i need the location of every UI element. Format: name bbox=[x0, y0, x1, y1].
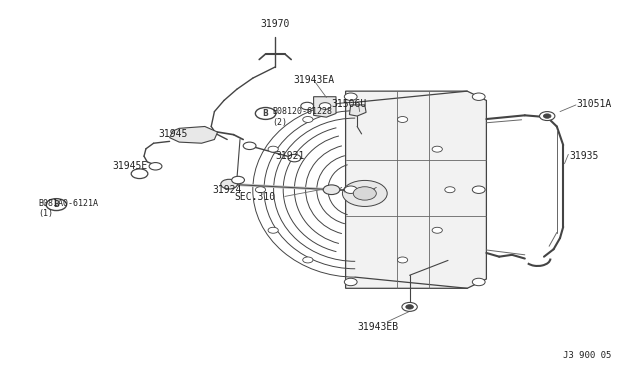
Circle shape bbox=[46, 199, 67, 211]
Polygon shape bbox=[346, 91, 486, 288]
Polygon shape bbox=[170, 126, 218, 143]
Text: 31924: 31924 bbox=[212, 185, 242, 195]
Circle shape bbox=[540, 112, 555, 121]
Text: 31945E: 31945E bbox=[112, 161, 147, 170]
Circle shape bbox=[432, 227, 442, 233]
Text: B081A0-6121A
(1): B081A0-6121A (1) bbox=[38, 199, 99, 218]
Text: B: B bbox=[263, 109, 268, 118]
Circle shape bbox=[268, 227, 278, 233]
Circle shape bbox=[243, 142, 256, 150]
Circle shape bbox=[406, 305, 413, 309]
Circle shape bbox=[288, 154, 301, 162]
Circle shape bbox=[303, 116, 313, 122]
Circle shape bbox=[323, 185, 340, 195]
Circle shape bbox=[344, 278, 357, 286]
Circle shape bbox=[543, 114, 551, 118]
Circle shape bbox=[432, 146, 442, 152]
Circle shape bbox=[344, 93, 357, 100]
Circle shape bbox=[319, 103, 331, 109]
Text: 31506U: 31506U bbox=[331, 99, 367, 109]
Text: 31945: 31945 bbox=[158, 129, 188, 139]
Text: J3 900 05: J3 900 05 bbox=[563, 351, 611, 360]
Circle shape bbox=[342, 180, 387, 206]
Circle shape bbox=[472, 278, 485, 286]
Circle shape bbox=[472, 93, 485, 100]
Circle shape bbox=[402, 302, 417, 311]
Text: 31935: 31935 bbox=[570, 151, 599, 161]
Polygon shape bbox=[349, 105, 366, 116]
Circle shape bbox=[232, 176, 244, 184]
Text: B: B bbox=[54, 200, 59, 209]
Circle shape bbox=[221, 179, 237, 189]
Text: 31051A: 31051A bbox=[576, 99, 611, 109]
Circle shape bbox=[303, 257, 313, 263]
Circle shape bbox=[344, 186, 357, 193]
Circle shape bbox=[397, 116, 408, 122]
Text: 31921: 31921 bbox=[275, 151, 305, 161]
Text: 31943EB: 31943EB bbox=[357, 323, 398, 332]
Circle shape bbox=[131, 169, 148, 179]
Circle shape bbox=[149, 163, 162, 170]
Circle shape bbox=[445, 187, 455, 193]
Circle shape bbox=[397, 257, 408, 263]
Circle shape bbox=[255, 108, 276, 119]
Polygon shape bbox=[314, 97, 336, 117]
Circle shape bbox=[353, 187, 376, 200]
Circle shape bbox=[472, 186, 485, 193]
Circle shape bbox=[255, 187, 266, 193]
Text: 31970: 31970 bbox=[260, 19, 290, 29]
Text: 31943EA: 31943EA bbox=[293, 75, 334, 85]
Circle shape bbox=[268, 146, 278, 152]
Text: B08120-61228
(2): B08120-61228 (2) bbox=[272, 108, 332, 127]
Circle shape bbox=[301, 102, 314, 110]
Text: SEC.310: SEC.310 bbox=[234, 192, 275, 202]
